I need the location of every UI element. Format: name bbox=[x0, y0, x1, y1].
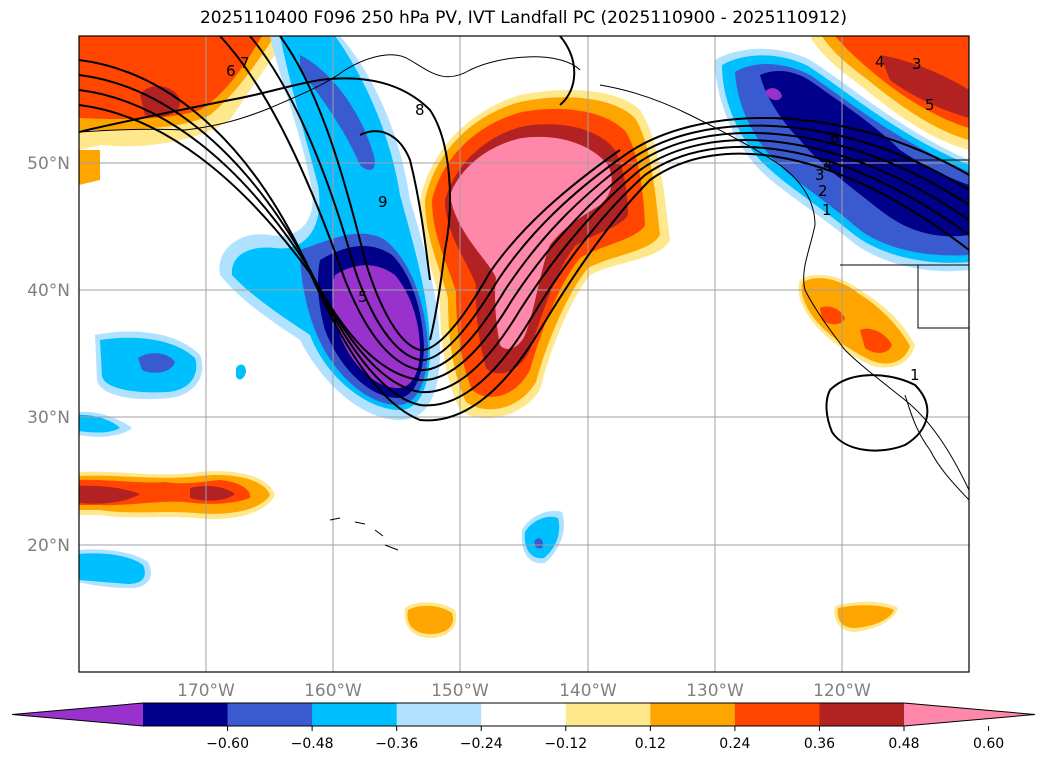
ivt-contours bbox=[79, 36, 969, 452]
contour-label: 6 bbox=[830, 129, 840, 147]
lat-tick-label: 50°N bbox=[27, 154, 70, 174]
lat-tick-label: 20°N bbox=[27, 536, 70, 556]
colorbar: −0.60 −0.48 −0.36 −0.24 −0.12 0.12 0.24 0.36 0.4… bbox=[11, 702, 1036, 752]
lat-tick-label: 30°N bbox=[27, 408, 70, 428]
colorbar-tick-label: 0.60 bbox=[973, 736, 1004, 752]
lat-tick-label: 40°N bbox=[27, 281, 70, 301]
colorbar-tick-label: −0.60 bbox=[206, 736, 249, 752]
colorbar-tick-label: −0.24 bbox=[460, 736, 503, 752]
colorbar-tick-label: 0.36 bbox=[804, 736, 835, 752]
colorbar-tick-label: −0.36 bbox=[375, 736, 418, 752]
contour-label: 5 bbox=[358, 288, 368, 306]
colorbar-swatch bbox=[819, 703, 905, 726]
colorbar-swatch bbox=[143, 703, 229, 726]
colorbar-extend-low bbox=[12, 703, 143, 726]
lon-tick-label: 130°W bbox=[686, 681, 744, 701]
chart-title: 2025110400 F096 250 hPa PV, IVT Landfall… bbox=[199, 8, 847, 28]
colorbar-tick-label: 0.48 bbox=[888, 736, 919, 752]
colorbar-swatch bbox=[481, 703, 567, 726]
lon-tick-label: 170°W bbox=[177, 681, 235, 701]
colorbar-extend-high bbox=[904, 703, 1035, 726]
colorbar-swatch bbox=[734, 703, 820, 726]
colorbar-tick-label: 0.12 bbox=[635, 736, 666, 752]
colorbar-swatch bbox=[227, 703, 313, 726]
coastlines bbox=[79, 54, 969, 551]
colorbar-tick-label: −0.48 bbox=[291, 736, 334, 752]
contour-label: 1 bbox=[822, 201, 832, 219]
colorbar-outline bbox=[11, 702, 1036, 727]
colorbar-tick-label: −0.12 bbox=[544, 736, 587, 752]
contour-label: 7 bbox=[240, 54, 250, 72]
contour-label: 1 bbox=[910, 366, 920, 384]
contour-label: 4 bbox=[875, 53, 885, 71]
contour-label: 3 bbox=[912, 55, 922, 73]
contour-label: 8 bbox=[415, 101, 425, 119]
lon-tick-label: 160°W bbox=[304, 681, 362, 701]
contour-label: 9 bbox=[378, 193, 388, 211]
contour-labels: 8 7 6 9 5 4 3 5 6 4 3 2 1 1 bbox=[226, 53, 935, 384]
colorbar-swatch bbox=[565, 703, 651, 726]
lon-tick-label: 150°W bbox=[431, 681, 489, 701]
contour-label: 5 bbox=[925, 96, 935, 114]
map-frame bbox=[78, 35, 970, 673]
colorbar-swatch bbox=[396, 703, 482, 726]
colorbar-swatch bbox=[650, 703, 736, 726]
colorbar-tick-label: 0.24 bbox=[719, 736, 750, 752]
colorbar-swatch bbox=[312, 703, 398, 726]
lat-tick-labels: 20°N 30°N 40°N 50°N bbox=[27, 154, 70, 556]
contour-label: 3 bbox=[815, 166, 825, 184]
contour-label: 6 bbox=[226, 62, 236, 80]
lon-tick-labels: 170°W 160°W 150°W 140°W 130°W 120°W bbox=[177, 681, 871, 701]
contour-label: 4 bbox=[823, 156, 833, 174]
gridlines bbox=[79, 36, 969, 672]
lon-tick-label: 120°W bbox=[813, 681, 871, 701]
contour-label: 2 bbox=[818, 182, 828, 200]
lon-tick-label: 140°W bbox=[559, 681, 617, 701]
